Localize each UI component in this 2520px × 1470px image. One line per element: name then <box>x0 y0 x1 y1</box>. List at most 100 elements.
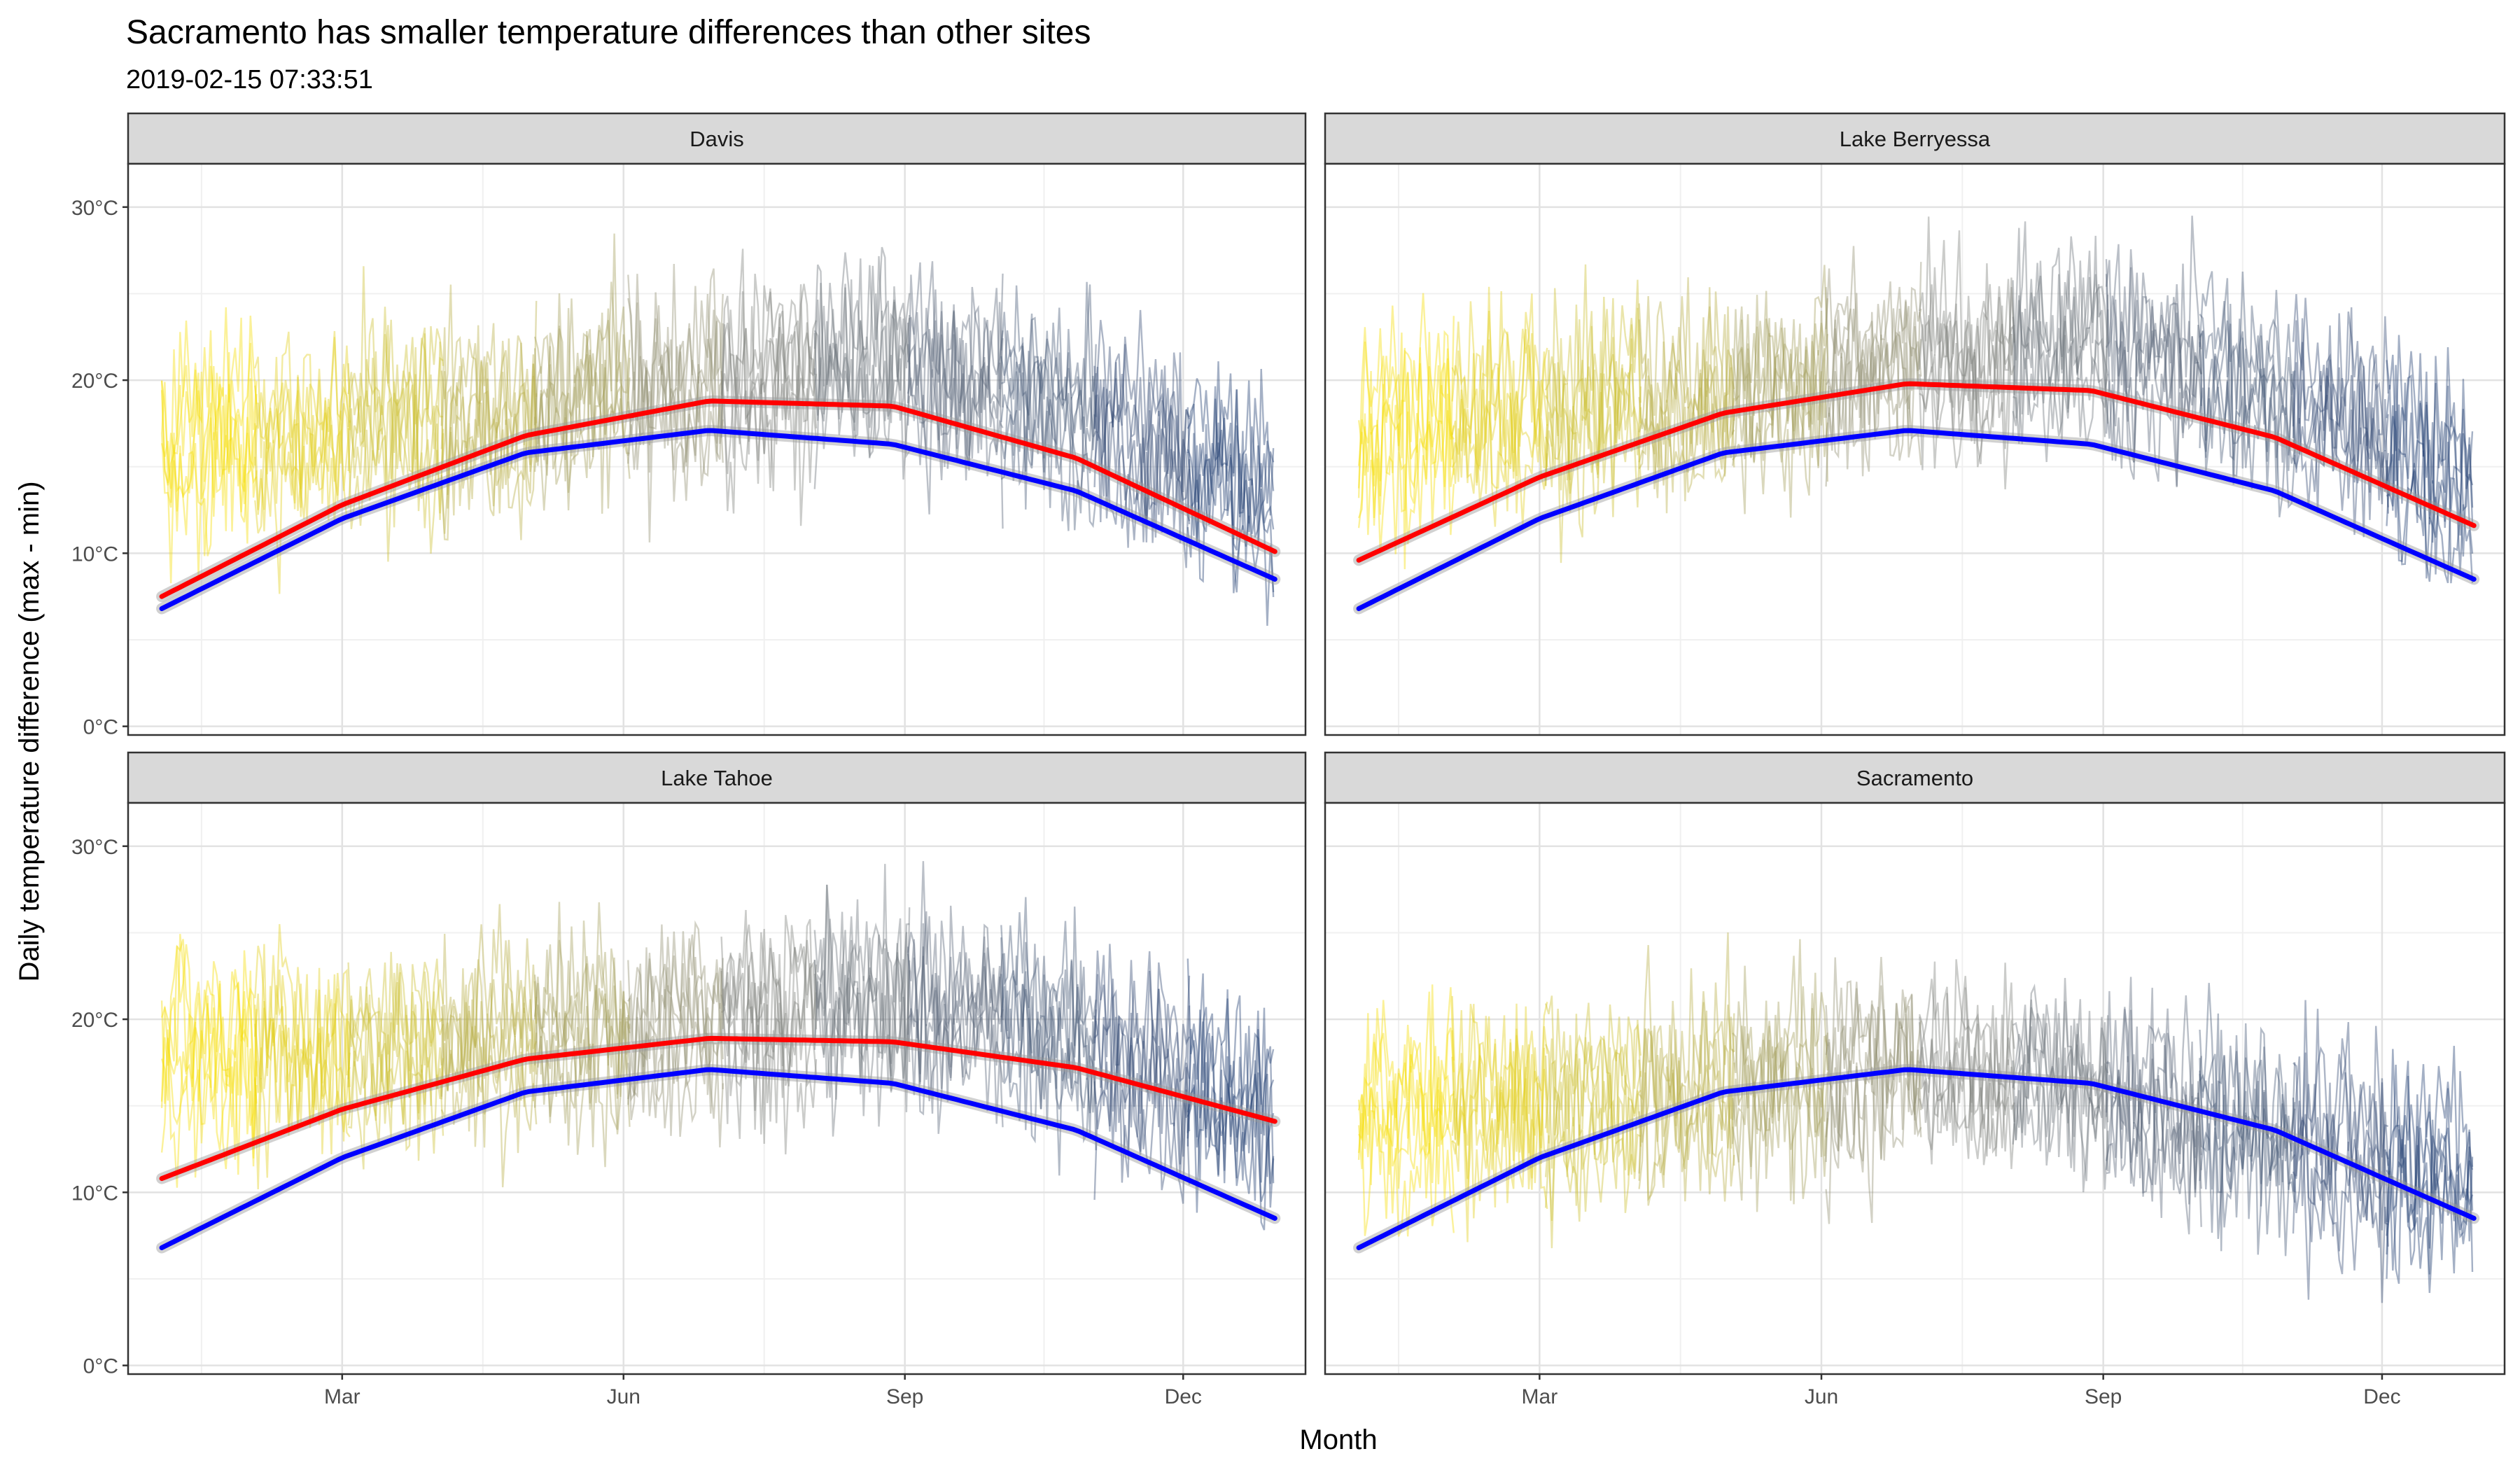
daily-trace <box>533 990 631 1168</box>
daily-trace <box>2012 227 2109 437</box>
y-tick-label: 30°C <box>71 197 118 220</box>
daily-trace <box>1918 295 2015 438</box>
daily-trace <box>1544 264 1642 480</box>
daily-trace <box>1918 987 2015 1166</box>
daily-trace <box>906 947 1004 1082</box>
daily-trace <box>1186 1021 1275 1231</box>
daily-trace <box>254 330 351 511</box>
daily-trace <box>1186 361 1275 542</box>
daily-trace <box>2105 267 2202 422</box>
daily-trace <box>440 284 538 438</box>
daily-trace <box>347 951 444 1098</box>
daily-trace <box>1544 1014 1642 1173</box>
daily-trace <box>1451 339 1548 527</box>
daily-trace <box>1451 301 1548 486</box>
daily-trace <box>1000 955 1097 1114</box>
daily-trace <box>1093 365 1191 548</box>
daily-trace <box>347 333 444 491</box>
daily-trace <box>1000 906 1097 1089</box>
daily-trace <box>1825 312 1922 472</box>
daily-trace <box>1544 341 1642 512</box>
daily-trace <box>1357 1046 1455 1161</box>
daily-trace <box>2292 384 2389 514</box>
x-tick-label: Jun <box>607 1385 640 1408</box>
daily-trace <box>2386 365 2474 557</box>
daily-trace <box>2105 988 2202 1185</box>
daily-trace <box>1093 344 1191 568</box>
daily-trace <box>1731 295 1828 438</box>
facet-strip-label: Davis <box>690 127 744 151</box>
daily-trace <box>1638 1030 1735 1202</box>
daily-trace <box>1918 284 2015 414</box>
daily-trace <box>2012 260 2109 424</box>
daily-trace <box>1638 296 1735 448</box>
daily-trace <box>160 378 258 556</box>
daily-trace <box>1731 965 1828 1124</box>
daily-trace <box>2292 294 2389 460</box>
chart-subtitle: 2019-02-15 07:33:51 <box>126 65 373 94</box>
daily-trace <box>1451 1055 1548 1208</box>
daily-trace <box>1451 344 1548 514</box>
daily-trace <box>254 975 351 1155</box>
daily-trace <box>906 261 1004 404</box>
daily-trace <box>1357 305 1455 498</box>
daily-trace <box>1357 332 1455 536</box>
daily-trace <box>1638 1025 1735 1195</box>
daily-trace <box>347 962 444 1121</box>
daily-trace <box>2199 330 2296 491</box>
daily-trace <box>813 283 911 489</box>
daily-trace <box>2105 260 2202 422</box>
daily-trace <box>2199 1070 2296 1256</box>
daily-trace <box>2386 1064 2474 1247</box>
daily-trace <box>1918 239 2015 470</box>
daily-trace <box>627 293 724 446</box>
daily-trace <box>813 293 911 444</box>
daily-trace <box>2105 216 2202 386</box>
y-tick-label: 0°C <box>83 716 118 739</box>
daily-trace <box>2292 1082 2389 1300</box>
daily-trace <box>1544 1023 1642 1175</box>
daily-trace <box>254 967 351 1154</box>
daily-trace <box>533 902 631 1097</box>
daily-trace <box>347 986 444 1170</box>
daily-trace <box>1451 286 1548 484</box>
daily-trace <box>1918 277 2015 469</box>
daily-trace <box>2199 1013 2296 1252</box>
daily-trace <box>2106 1056 2202 1205</box>
daily-trace <box>1544 1049 1642 1249</box>
daily-trace <box>627 920 724 1084</box>
daily-trace <box>1186 407 1275 551</box>
daily-trace <box>533 902 631 1095</box>
daily-trace <box>160 995 258 1128</box>
y-tick-label: 30°C <box>71 836 118 859</box>
daily-trace <box>1093 386 1191 544</box>
daily-trace <box>160 365 258 556</box>
daily-trace <box>627 985 724 1136</box>
daily-trace <box>1544 319 1642 494</box>
daily-trace <box>1825 262 1922 438</box>
daily-trace <box>627 931 724 1102</box>
daily-trace <box>2105 990 2202 1198</box>
panel-border <box>1324 802 2506 1376</box>
daily-trace <box>627 309 724 486</box>
y-axis-title: Daily temperature difference (max - min) <box>14 481 45 981</box>
daily-trace <box>2292 1101 2389 1303</box>
daily-trace <box>1186 958 1275 1177</box>
daily-trace <box>2386 371 2474 519</box>
daily-trace <box>1093 944 1191 1133</box>
daily-trace <box>1451 377 1548 526</box>
site-fit-curve <box>159 1035 1278 1182</box>
facet-panel: Sacramento Mar Jun Sep Dec <box>1324 751 2506 1408</box>
daily-trace <box>1000 351 1097 514</box>
daily-trace <box>2199 1026 2296 1189</box>
daily-trace <box>720 338 818 526</box>
daily-trace <box>2012 998 2109 1148</box>
daily-trace <box>440 968 538 1125</box>
site-fit-curve <box>1356 381 2477 563</box>
daily-trace <box>720 965 818 1155</box>
daily-trace <box>1358 1073 1455 1189</box>
daily-trace <box>2386 335 2474 543</box>
daily-trace <box>1919 319 2015 490</box>
daily-trace <box>720 909 818 1067</box>
